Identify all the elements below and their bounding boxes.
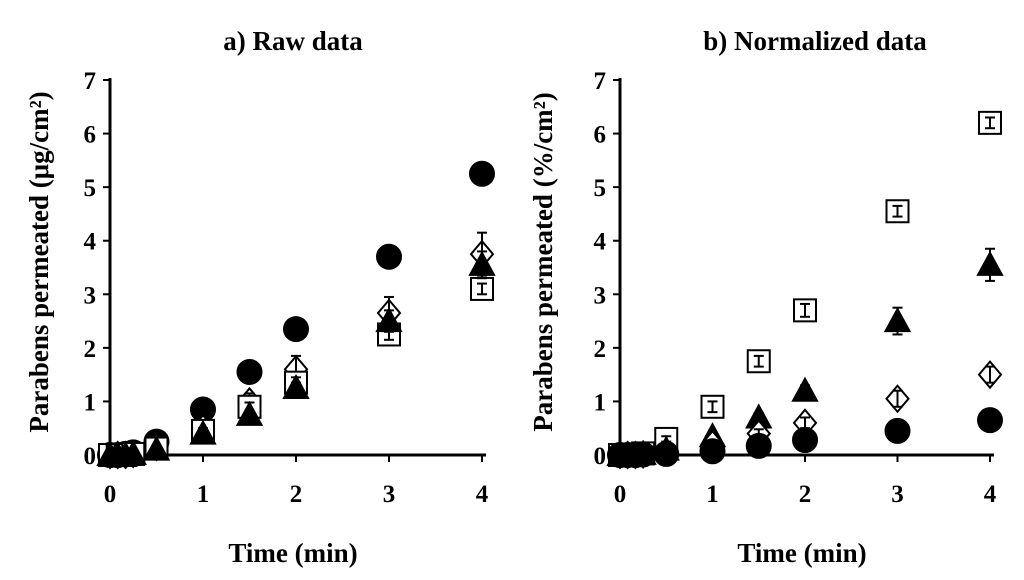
panel-b-ytick-label: 1	[594, 389, 607, 416]
panel-a-filled-circle-error-bar	[384, 249, 394, 265]
panel-a-series-filled-circle	[97, 160, 495, 468]
panel-a-filled-circle-error-bar	[291, 322, 301, 336]
panel-b-xlabel: Time (min)	[737, 538, 866, 568]
panel-a-filled-circle-error-bar	[198, 404, 208, 415]
panel-b-filled-triangle-error-bar	[985, 247, 995, 282]
panel-a-filled-circle-error-bar	[477, 164, 487, 183]
panel-b-filled-triangle-error-bar	[800, 384, 810, 398]
panel-b-filled-circle-error-bar	[661, 452, 672, 456]
panel-a-open-square-error-bar	[477, 282, 487, 296]
panel-b-filled-triangle-error-bar	[892, 306, 903, 336]
panel-b-ylabel: Parabens permeated (%/cm²)	[528, 92, 558, 432]
panel-a-ytick-label: 4	[84, 229, 97, 256]
panel-b-open-diamond-error-bar	[985, 365, 995, 384]
panel-a-filled-triangle-error-bar	[151, 447, 162, 453]
panel-a-xtick-label: 3	[383, 481, 396, 508]
panel-a-xtick-label: 0	[104, 481, 117, 508]
panel-a-filled-triangle-marker	[119, 439, 147, 465]
panel-a-series-open-square	[98, 276, 494, 467]
panel-a-xtick-label: 4	[476, 481, 489, 508]
panel-b-plot-area: 0 1 2 3 4 5 6 7 0 1 2 3 4	[594, 68, 1004, 508]
panel-b-title: b) Normalized data	[703, 26, 927, 56]
panel-b-open-square-error-bar	[800, 302, 810, 318]
panel-a-ytick-label: 6	[84, 122, 97, 149]
panel-b-ytick-label: 4	[594, 229, 607, 256]
panel-b-filled-circle-error-bar	[753, 443, 764, 449]
panel-a-filled-triangle-error-bar	[198, 429, 208, 438]
panel-b-ytick-label: 5	[594, 175, 607, 202]
panel-a-filled-triangle-error-bar	[384, 309, 394, 333]
panel-a-ylabel: Parabens permeated (μg/cm²)	[24, 91, 54, 432]
panel-b-xtick-label: 0	[614, 481, 627, 508]
panel-b-filled-circle-error-bar	[892, 427, 903, 435]
panel-b-ytick-label: 0	[594, 443, 607, 470]
panel-a-xtick-label: 1	[197, 481, 210, 508]
panel-b-xtick-label: 4	[984, 481, 997, 508]
panel-b-series-filled-circle	[607, 407, 1003, 468]
panel-b-open-square-error-bar	[985, 116, 995, 130]
panel-b-filled-circle-error-bar	[985, 416, 995, 424]
panel-a-ytick-label: 7	[84, 68, 97, 95]
panel-b-filled-circle-error-bar	[707, 449, 718, 454]
panel-a-title: a) Raw data	[223, 26, 363, 56]
panel-b-open-square-error-bar	[892, 204, 903, 218]
panel-b-filled-circle-marker	[630, 441, 657, 468]
panel-a-ytick-label: 0	[84, 443, 97, 470]
panel-a-ytick-label: 5	[84, 175, 97, 202]
panel-b-ytick-label: 7	[594, 68, 607, 95]
panel-a-xtick-label: 2	[290, 481, 303, 508]
panel-a-plot-area: 0 1 2 3 4 5 6 7 0 1 2 3 4	[84, 68, 496, 508]
panel-b-xtick-label: 3	[891, 481, 904, 508]
panel-a-ytick-label: 2	[84, 336, 97, 363]
panel-b-ytick-label: 2	[594, 336, 607, 363]
panel-a-series-filled-triangle	[96, 250, 496, 466]
panel-b-ytick-label: 6	[594, 122, 607, 149]
panel-a-filled-circle-error-bar	[244, 366, 255, 378]
panel-b-ytick-label: 3	[594, 282, 607, 309]
panel-a-filled-triangle-error-bar	[244, 409, 255, 421]
panel-a-filled-triangle-error-bar	[291, 381, 301, 395]
panel-a-filled-triangle-error-bar	[477, 250, 487, 280]
panel-a-ytick-label: 1	[84, 389, 97, 416]
panel-a-xlabel: Time (min)	[228, 538, 357, 568]
panel-b-xtick-label: 1	[706, 481, 719, 508]
panel-a-ytick-label: 3	[84, 282, 97, 309]
panel-b-open-square-error-bar	[707, 400, 718, 414]
panel-b-open-diamond-error-bar	[892, 389, 903, 408]
panel-b-open-square-error-bar	[753, 354, 764, 368]
panel-b-filled-circle-error-bar	[800, 436, 810, 444]
panel-b-xtick-label: 2	[799, 481, 812, 508]
